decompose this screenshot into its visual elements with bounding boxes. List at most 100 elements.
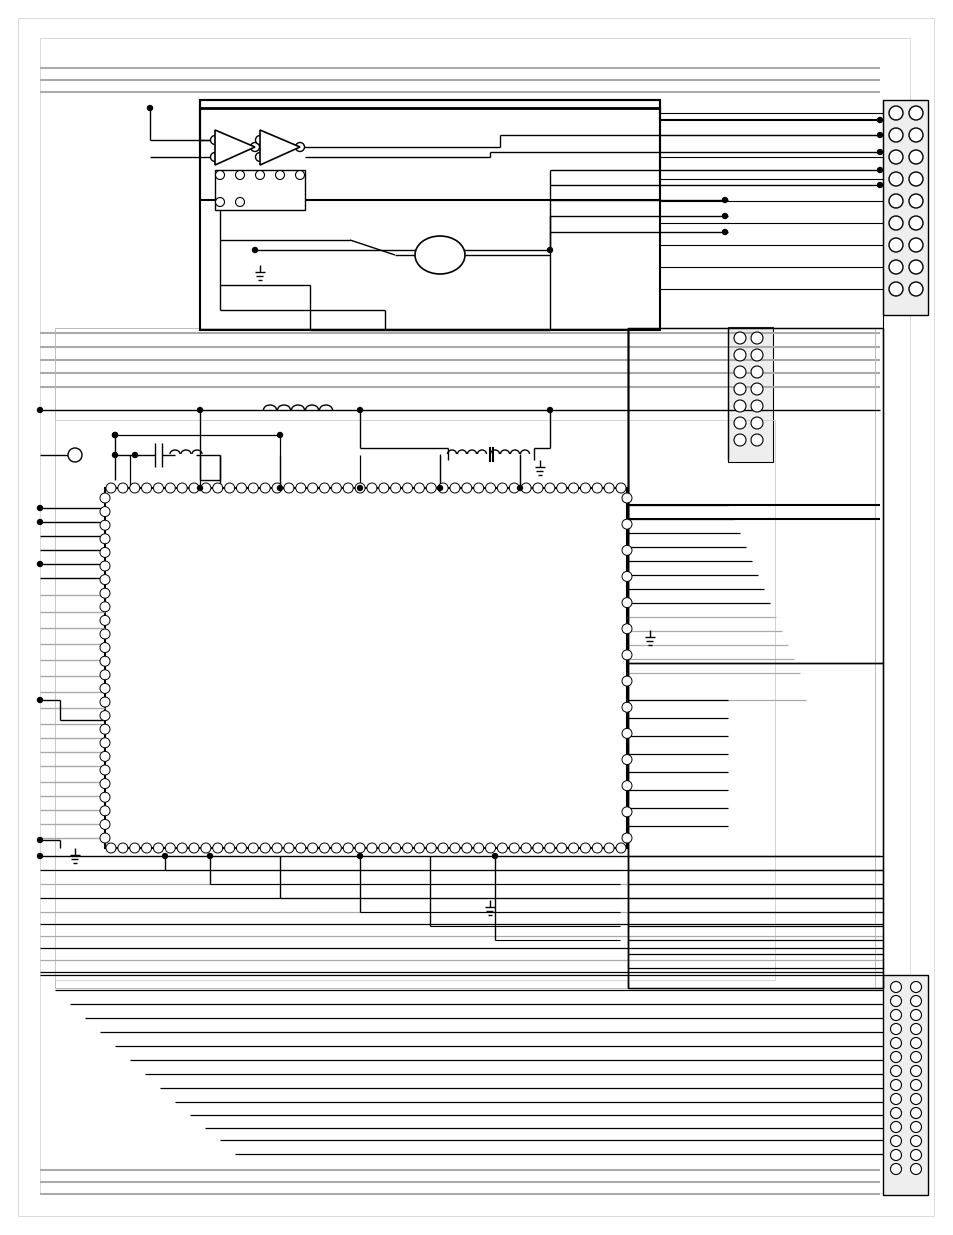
Circle shape — [100, 710, 110, 720]
Circle shape — [251, 142, 259, 152]
Circle shape — [461, 483, 472, 493]
Circle shape — [733, 332, 745, 345]
Circle shape — [750, 366, 762, 378]
Circle shape — [208, 853, 213, 858]
Circle shape — [100, 697, 110, 706]
Circle shape — [908, 106, 923, 120]
Circle shape — [461, 844, 472, 853]
Circle shape — [437, 844, 448, 853]
Circle shape — [248, 844, 258, 853]
Circle shape — [106, 844, 116, 853]
Circle shape — [909, 1009, 921, 1020]
Circle shape — [201, 483, 211, 493]
Circle shape — [402, 483, 412, 493]
Circle shape — [343, 483, 353, 493]
Circle shape — [621, 832, 631, 844]
Circle shape — [592, 844, 601, 853]
Circle shape — [603, 844, 614, 853]
Circle shape — [141, 844, 152, 853]
Circle shape — [295, 483, 306, 493]
Circle shape — [909, 1163, 921, 1174]
Circle shape — [100, 805, 110, 816]
Circle shape — [568, 483, 578, 493]
Circle shape — [621, 806, 631, 816]
Circle shape — [100, 724, 110, 734]
Circle shape — [100, 629, 110, 638]
Circle shape — [211, 136, 219, 144]
Circle shape — [721, 230, 727, 235]
Circle shape — [485, 483, 495, 493]
Circle shape — [177, 483, 187, 493]
Bar — [727, 327, 772, 462]
Circle shape — [319, 844, 329, 853]
Circle shape — [68, 448, 82, 462]
Circle shape — [517, 485, 522, 490]
Circle shape — [888, 128, 902, 142]
Circle shape — [474, 844, 483, 853]
Circle shape — [621, 755, 631, 764]
Circle shape — [414, 483, 424, 493]
Circle shape — [100, 588, 110, 598]
Circle shape — [272, 844, 282, 853]
Circle shape — [450, 844, 459, 853]
Circle shape — [100, 601, 110, 611]
Bar — [200, 100, 659, 200]
Circle shape — [733, 400, 745, 412]
Circle shape — [621, 703, 631, 713]
Circle shape — [118, 483, 128, 493]
Circle shape — [255, 136, 264, 144]
Circle shape — [544, 483, 555, 493]
Circle shape — [621, 624, 631, 634]
Circle shape — [390, 844, 400, 853]
Circle shape — [100, 615, 110, 625]
Circle shape — [909, 982, 921, 993]
Circle shape — [544, 844, 555, 853]
Circle shape — [889, 1024, 901, 1035]
Circle shape — [215, 198, 224, 206]
Circle shape — [272, 483, 282, 493]
Circle shape — [275, 170, 284, 179]
Circle shape — [497, 844, 507, 853]
Circle shape — [100, 520, 110, 530]
Circle shape — [909, 1079, 921, 1091]
Circle shape — [236, 483, 246, 493]
Circle shape — [621, 781, 631, 790]
Bar — [200, 100, 659, 330]
Circle shape — [888, 216, 902, 230]
Circle shape — [331, 844, 341, 853]
Circle shape — [908, 261, 923, 274]
Circle shape — [100, 819, 110, 830]
Circle shape — [877, 168, 882, 173]
Circle shape — [909, 1150, 921, 1161]
Polygon shape — [214, 130, 254, 165]
Bar — [55, 420, 774, 981]
Circle shape — [367, 844, 376, 853]
Circle shape — [255, 152, 264, 162]
Circle shape — [100, 764, 110, 776]
Circle shape — [509, 844, 518, 853]
Circle shape — [909, 1051, 921, 1062]
Bar — [627, 663, 882, 988]
Circle shape — [112, 452, 117, 457]
Circle shape — [888, 238, 902, 252]
Circle shape — [100, 642, 110, 652]
Circle shape — [100, 534, 110, 543]
Circle shape — [295, 142, 304, 152]
Circle shape — [100, 669, 110, 679]
Circle shape — [889, 982, 901, 993]
Circle shape — [889, 1079, 901, 1091]
Circle shape — [485, 844, 495, 853]
Circle shape — [295, 170, 304, 179]
Circle shape — [426, 483, 436, 493]
Circle shape — [37, 408, 43, 412]
Circle shape — [307, 844, 317, 853]
Circle shape — [889, 1051, 901, 1062]
Circle shape — [153, 483, 163, 493]
Bar — [627, 329, 882, 988]
Circle shape — [621, 493, 631, 503]
Circle shape — [437, 483, 448, 493]
Circle shape — [909, 1121, 921, 1132]
Circle shape — [224, 844, 234, 853]
Circle shape — [189, 844, 199, 853]
Circle shape — [253, 247, 257, 252]
